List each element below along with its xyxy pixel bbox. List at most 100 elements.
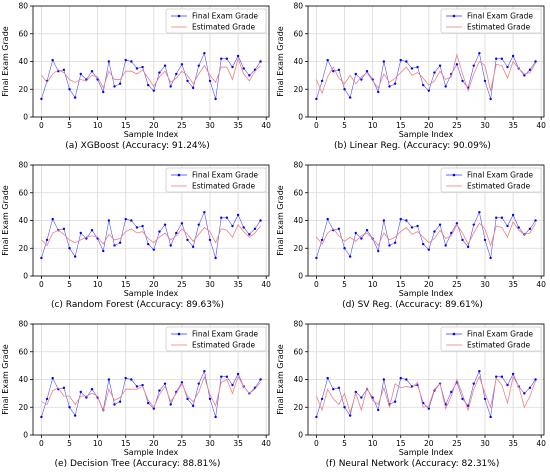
x-tick-label: 20 [424,121,434,130]
legend-label: Final Exam Grade [467,330,533,339]
data-point [410,226,414,229]
data-point [450,231,453,235]
data-point [107,219,111,222]
y-tick-label: 40 [18,375,28,384]
y-tick-label: 0 [298,272,303,281]
data-point [377,249,380,253]
x-tick-label: 0 [314,439,319,448]
legend-label: Final Exam Grade [467,171,533,180]
legend-label: Estimated Grade [192,182,256,191]
x-tick-label: 5 [67,439,72,448]
x-tick-label: 20 [424,280,434,289]
x-tick-label: 30 [480,280,490,289]
x-tick-label: 40 [536,439,546,448]
data-point [534,219,537,222]
data-point [40,256,43,260]
x-tick-label: 25 [452,280,462,289]
data-point [337,68,341,72]
data-point [135,385,139,388]
data-point [427,407,431,410]
data-point [113,403,116,406]
data-point [354,231,357,235]
series-line-final-exam-grade [316,52,536,100]
data-point [40,415,43,419]
data-point [511,54,515,58]
data-point [107,60,111,63]
y-tick-label: 0 [298,113,303,122]
legend: Final Exam Grade Estimated Grade [165,326,267,352]
data-point [163,382,167,385]
x-tick-label: 0 [314,280,319,289]
data-point [68,88,71,91]
data-point [405,378,408,381]
x-tick-label: 15 [121,280,131,289]
x-tick-label: 15 [121,439,131,448]
data-point [220,57,223,60]
data-point [146,83,150,87]
data-point [478,210,481,214]
data-point [62,227,66,231]
data-point [528,227,532,231]
data-point [169,403,172,406]
x-tick-label: 30 [205,121,215,130]
data-point [348,414,352,417]
data-point [421,242,425,246]
data-point [90,229,94,232]
data-point [399,217,402,221]
data-point [141,224,144,228]
x-tick-label: 25 [177,439,187,448]
panel-d: 0 5 10 15 20 25 30 35 40 0 20 40 60 80 Sample Index Fin… [275,159,550,317]
data-point [146,242,150,246]
data-point [511,372,515,376]
data-point [220,216,223,219]
data-point [326,376,329,380]
data-point [62,68,66,72]
legend-label: Estimated Grade [192,23,256,32]
data-point [152,89,156,92]
y-tick-label: 80 [293,2,303,11]
data-point [320,397,324,401]
x-tick-label: 35 [508,121,518,130]
panel-e: 0 5 10 15 20 25 30 35 40 0 20 40 60 80 Sample Index Fin… [0,318,275,476]
data-point [348,96,352,99]
data-point [130,219,133,222]
data-point [231,224,234,228]
x-tick-label: 10 [368,121,378,130]
data-point [461,238,464,242]
data-point [495,216,498,219]
data-point [315,256,318,260]
data-point [90,70,94,73]
data-point [466,245,470,249]
data-point [107,378,111,381]
data-point [500,57,504,60]
x-tick-label: 35 [233,439,243,448]
data-point [186,238,189,242]
data-point [382,60,386,63]
data-point [163,64,167,67]
data-point [113,85,116,88]
data-point [135,226,139,229]
legend-label: Final Exam Grade [467,12,533,21]
data-point [236,213,240,217]
data-point [450,390,453,394]
y-tick-label: 20 [18,244,28,253]
x-axis-label: Sample Index [124,130,179,139]
data-point [438,223,442,226]
x-axis-label: Sample Index [399,130,454,139]
data-point [203,51,206,55]
x-tick-label: 20 [149,439,159,448]
series-line-estimated-grade [316,221,536,247]
data-point [51,217,54,221]
data-point [124,376,127,380]
y-tick-label: 80 [18,161,28,170]
caption-b: (b) Linear Reg. (Accuracy: 90.09%) [334,141,491,151]
y-tick-label: 20 [18,85,28,94]
series-line-estimated-grade [41,57,261,89]
data-point [124,217,127,221]
data-point [478,51,481,55]
data-point [534,60,537,63]
data-point [85,237,88,240]
data-point [73,255,77,258]
data-point [315,97,318,101]
legend-marker [452,14,456,18]
